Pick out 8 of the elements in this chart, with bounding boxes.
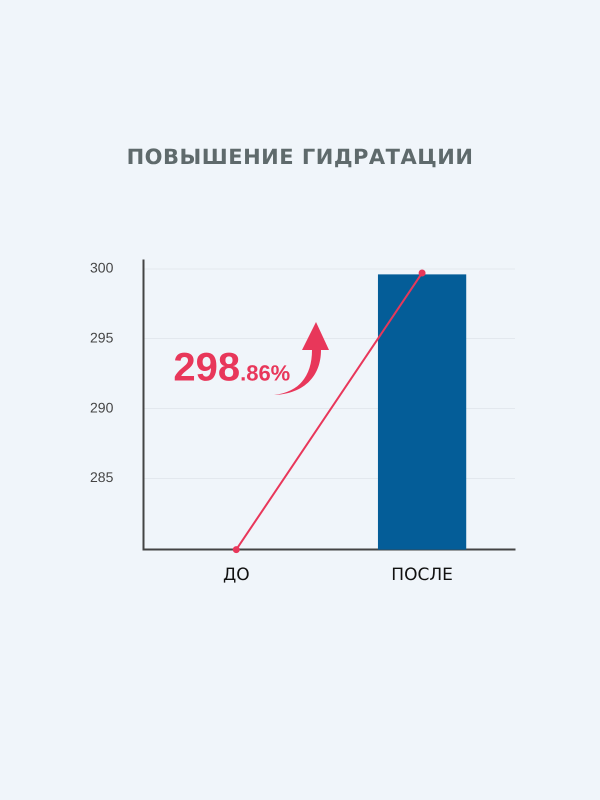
y-tick-label: 285 [90,469,114,486]
y-tick-label: 295 [90,329,114,346]
y-tick-label: 290 [90,399,114,416]
x-tick-label: ПОСЛЕ [391,565,453,586]
annotation: 298.86% [173,345,290,390]
y-tick-label: 300 [90,260,114,276]
x-tick-label: ДО [222,565,250,586]
chart-title: ПОВЫШЕНИЕ ГИДРАТАЦИИ [126,145,474,169]
